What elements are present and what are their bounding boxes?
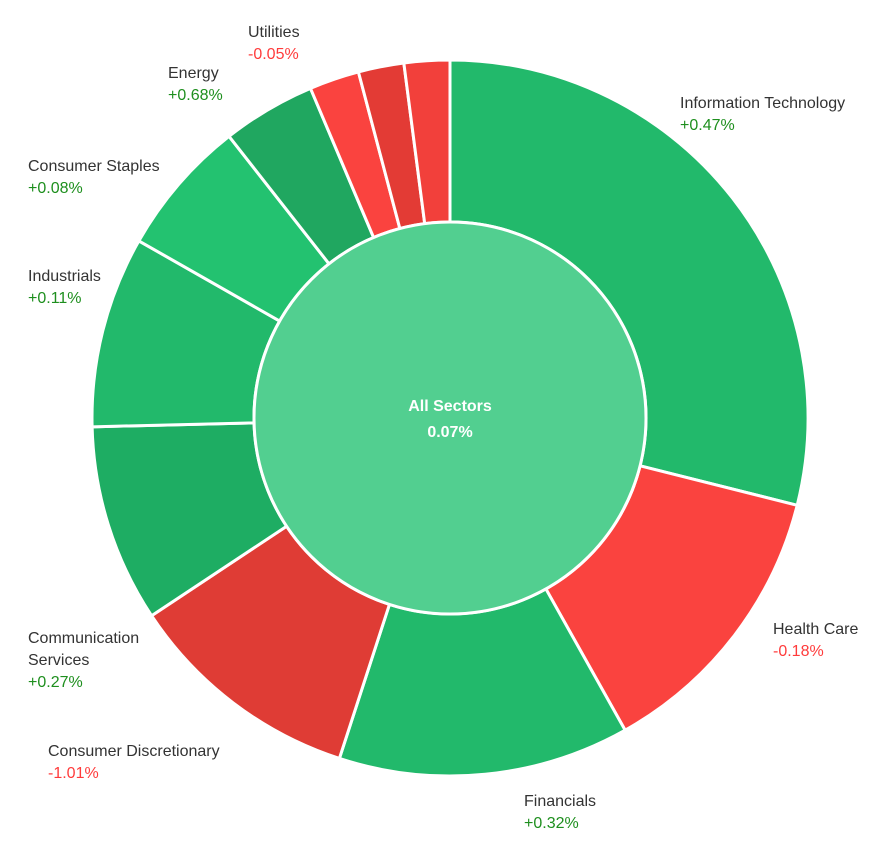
center-circle[interactable] [252, 220, 648, 616]
label-name-consumer-discretionary: Consumer Discretionary [48, 743, 220, 760]
label-consumer-discretionary: Consumer Discretionary -1.01% [48, 743, 220, 782]
label-change-consumer-staples: +0.08% [28, 180, 83, 197]
label-name-information-technology: Information Technology [680, 95, 845, 112]
label-energy: Energy +0.68% [168, 65, 223, 104]
label-change-energy: +0.68% [168, 87, 223, 104]
label-change-industrials: +0.11% [28, 290, 82, 307]
label-health-care: Health Care -0.18% [773, 621, 858, 660]
label-communication-services: Communication Services +0.27% [28, 630, 139, 691]
label-name-utilities: Utilities [248, 24, 300, 41]
label-name-health-care: Health Care [773, 621, 858, 638]
label-change-health-care: -0.18% [773, 643, 824, 660]
label-change-utilities: -0.05% [248, 46, 299, 63]
label-name-consumer-staples: Consumer Staples [28, 158, 160, 175]
label-change-communication-services: +0.27% [28, 674, 83, 691]
label-information-technology: Information Technology +0.47% [680, 95, 845, 134]
label-utilities: Utilities -0.05% [248, 24, 300, 63]
segments-layer [90, 58, 810, 778]
label-name-industrials: Industrials [28, 268, 101, 285]
label-consumer-staples: Consumer Staples +0.08% [28, 158, 160, 197]
label-name-communication-services: Communication Services [28, 630, 139, 669]
label-change-financials: +0.32% [524, 815, 579, 832]
label-financials: Financials +0.32% [524, 793, 596, 832]
label-industrials: Industrials +0.11% [28, 268, 101, 307]
center-label: All Sectors [408, 398, 492, 415]
labels-layer: Information Technology +0.47% Health Care -… [28, 24, 858, 832]
label-change-information-technology: +0.47% [680, 117, 735, 134]
label-name-energy: Energy [168, 65, 219, 82]
label-name-financials: Financials [524, 793, 596, 810]
label-change-consumer-discretionary: -1.01% [48, 765, 99, 782]
center-value: 0.07% [427, 424, 472, 441]
